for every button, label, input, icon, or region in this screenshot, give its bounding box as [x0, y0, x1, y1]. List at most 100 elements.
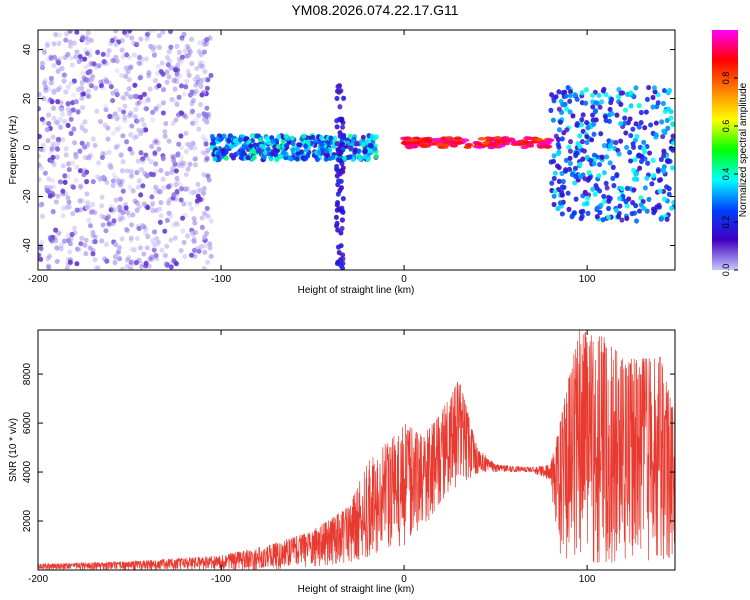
- spectrogram-cell: [132, 114, 138, 120]
- spectrogram-cell: [662, 196, 668, 202]
- spectrogram-cell: [185, 68, 191, 74]
- spectrogram-cell: [600, 217, 606, 223]
- spectrogram-cell: [580, 208, 586, 214]
- spectrogram-cell: [144, 245, 150, 251]
- spectrogram-cell: [606, 205, 612, 212]
- spectrogram-cell: [194, 65, 200, 72]
- colorbar-tick-label: 0.4: [721, 168, 731, 181]
- spectrogram-cell: [184, 233, 190, 239]
- spectrogram-cell: [646, 84, 652, 91]
- spectrogram-cell: [188, 189, 194, 195]
- colorbar-tick-label: 0.2: [721, 216, 731, 229]
- spectrogram-cell: [59, 242, 65, 248]
- spectrogram-cell: [118, 152, 124, 158]
- spectrogram-cell: [334, 173, 340, 179]
- spectrogram-cell: [180, 215, 186, 221]
- spectrogram-cell: [143, 56, 149, 62]
- spectrogram-cell: [67, 259, 73, 265]
- spectrogram-cell: [210, 140, 216, 147]
- spectrogram-cell: [87, 223, 93, 229]
- spectrogram-cell: [92, 209, 98, 216]
- spectrogram-cell: [85, 30, 91, 36]
- spectrogram-cell: [78, 241, 84, 247]
- spectrogram-cell: [125, 69, 131, 75]
- spectrogram-cell: [47, 193, 53, 199]
- spectrogram-cell: [203, 141, 209, 147]
- spectrogram-cell: [139, 264, 145, 270]
- spectrogram-cell: [143, 127, 149, 133]
- spectrogram-cell: [158, 199, 164, 206]
- spectrogram-cell: [59, 65, 65, 72]
- spectrogram-cell: [95, 174, 101, 180]
- spectrogram-cell: [88, 37, 94, 44]
- spectrogram-cell: [41, 95, 47, 102]
- spectrogram-cell: [631, 144, 637, 150]
- spectrogram-cell: [119, 168, 125, 174]
- spectrogram-cell: [123, 205, 129, 211]
- spectrogram-cell: [46, 112, 52, 118]
- spectrogram-cell: [577, 161, 583, 167]
- spectrogram-cell: [56, 137, 62, 143]
- spectrogram-cell: [74, 246, 80, 252]
- spectrogram-cell: [197, 196, 203, 202]
- spectrogram-cell: [178, 155, 184, 161]
- spectrogram-cell: [658, 177, 664, 183]
- spectrogram-cell: [661, 148, 667, 154]
- spectrogram-cell: [110, 209, 116, 215]
- spectrogram-cell: [669, 205, 675, 211]
- spectrogram-cell: [182, 48, 188, 54]
- spectrogram-cell: [140, 159, 146, 165]
- spectrogram-cell: [86, 217, 92, 223]
- spectrogram-cell: [48, 80, 54, 86]
- spectrogram-cell: [265, 146, 271, 152]
- spectrogram-cell: [105, 125, 111, 131]
- spectrogram-cell: [567, 155, 573, 161]
- spectrogram-cell: [160, 176, 166, 182]
- spectrogram-cell: [58, 246, 64, 252]
- spectrogram-cell: [614, 112, 620, 118]
- spectrogram-cell: [151, 242, 157, 248]
- snr-plot-area: [38, 330, 675, 570]
- spectrogram-cell: [203, 211, 209, 217]
- spectrogram-cell: [664, 158, 670, 164]
- spectrogram-cell: [80, 198, 86, 204]
- spectrogram-cell: [132, 82, 138, 88]
- spectrogram-cell: [557, 200, 563, 206]
- spectrogram-cell: [585, 125, 591, 131]
- spectrogram-cell: [71, 40, 77, 46]
- spectrogram-cell: [200, 60, 206, 66]
- spectrogram-cell: [667, 87, 673, 94]
- spectrogram-cell: [660, 100, 666, 107]
- spectrogram-cell: [122, 114, 128, 120]
- spectrogram-cell: [184, 43, 190, 50]
- spectrogram-cell: [571, 210, 577, 216]
- spectrogram-cell: [79, 122, 85, 129]
- figure-title: YM08.2026.074.22.17.G11: [291, 2, 458, 18]
- spectrogram-cell: [103, 107, 109, 113]
- spectrogram-x-label: Height of straight line (km): [298, 285, 415, 296]
- spectrogram-cell: [327, 155, 333, 161]
- spectrogram-cell: [99, 213, 105, 219]
- spectrogram-cell: [613, 207, 619, 214]
- spectrogram-cell: [652, 89, 658, 95]
- spectrogram-cell: [92, 238, 98, 245]
- spectrogram-cell: [73, 99, 79, 105]
- spectrogram-cell: [137, 245, 143, 251]
- spectrogram-cell: [128, 235, 134, 241]
- spectrogram-cell: [638, 120, 644, 126]
- spectrogram-cell: [171, 154, 177, 160]
- spectrogram-cell: [336, 178, 342, 184]
- spectrogram-cell: [403, 136, 412, 140]
- spectrogram-cell: [168, 237, 174, 243]
- spectrogram-cell: [551, 193, 557, 199]
- spectrogram-cell: [127, 65, 133, 71]
- spectrogram-cell: [548, 107, 554, 113]
- spectrogram-cell: [39, 201, 45, 207]
- spectrogram-cell: [340, 169, 346, 175]
- spectrogram-cell: [178, 133, 184, 139]
- spectrogram-cell: [200, 150, 206, 156]
- spectrogram-cell: [39, 64, 45, 71]
- spectrogram-cell: [136, 178, 142, 184]
- spectrogram-cell: [175, 222, 181, 228]
